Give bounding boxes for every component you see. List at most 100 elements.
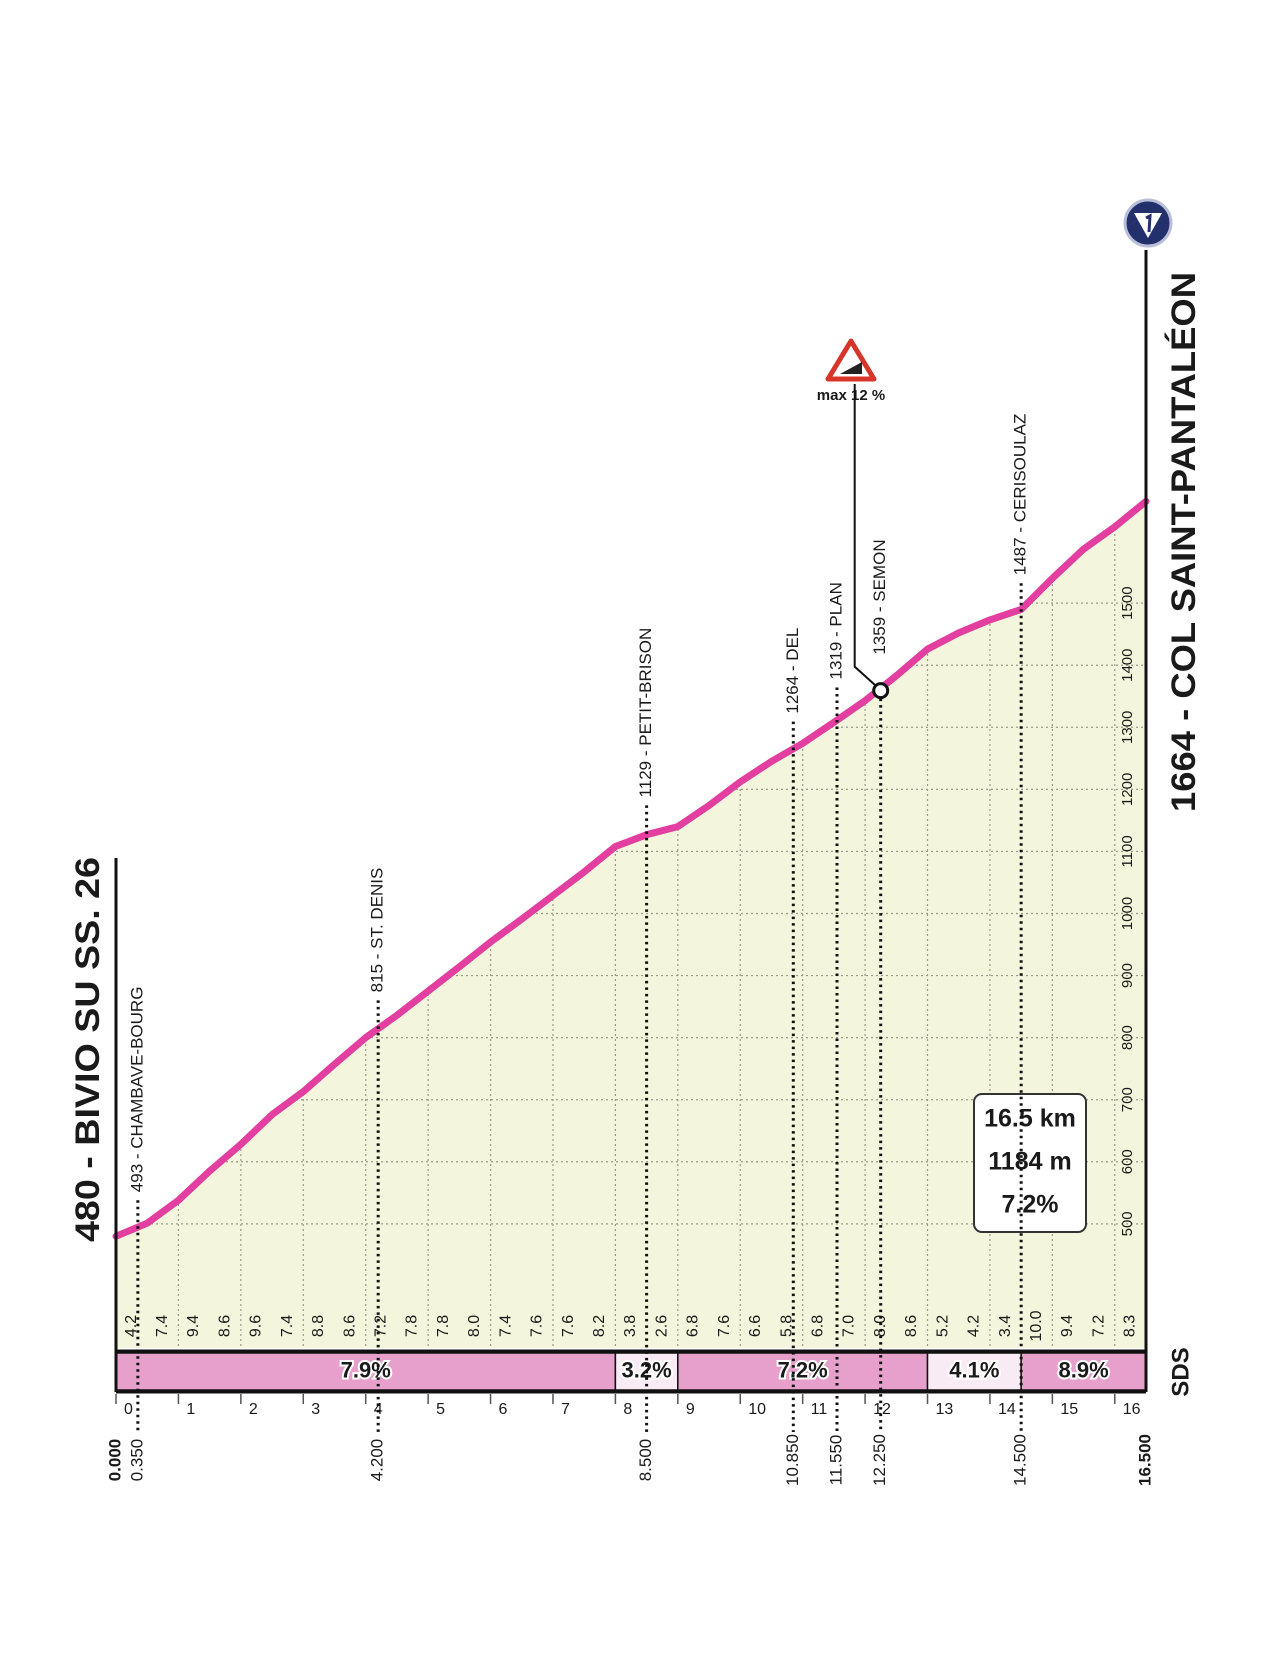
x-tick-label: 7 (561, 1401, 570, 1418)
x-tick-label: 13 (936, 1401, 954, 1418)
waypoint-marker (872, 682, 890, 700)
distance-label: 12.250 (870, 1434, 889, 1486)
segment-gradient: 6.6 (747, 1315, 764, 1337)
x-tick-label: 0 (124, 1401, 133, 1418)
stats-climb: 1184 m (988, 1148, 1071, 1176)
segment-gradient: 7.4 (497, 1315, 514, 1337)
segment-gradient: 7.6 (716, 1315, 733, 1337)
segment-gradient: 7.0 (841, 1315, 858, 1337)
segment-gradient: 3.4 (997, 1315, 1014, 1337)
section-gradient: 8.9% (1058, 1357, 1108, 1382)
warning-triangle (825, 338, 877, 382)
section-gradient: 3.2% (622, 1357, 672, 1382)
distance-label: 10.850 (783, 1434, 802, 1486)
finish-icon-glyph (1145, 213, 1152, 233)
segment-gradient: 8.6 (341, 1315, 358, 1337)
waypoint-label: 493 - CHAMBAVE-BOURG (127, 987, 146, 1193)
y-tick-label: 800 (1119, 1025, 1136, 1050)
profile-area (116, 501, 1146, 1348)
y-tick-label: 1400 (1119, 649, 1136, 682)
y-tick-label: 1200 (1119, 773, 1136, 806)
y-tick-label: 1500 (1119, 586, 1136, 619)
x-tick-label: 12 (873, 1401, 891, 1418)
segment-gradient: 7.8 (404, 1315, 421, 1337)
max-gradient-icon (825, 338, 877, 382)
segment-gradient: 8.6 (903, 1315, 920, 1337)
distance-label: 11.550 (826, 1435, 845, 1486)
segment-gradient: 6.8 (809, 1315, 826, 1337)
segment-gradient: 2.6 (653, 1315, 670, 1337)
x-tick-label: 10 (748, 1401, 766, 1418)
segment-gradient: 8.0 (466, 1315, 483, 1337)
segment-gradient: 8.8 (310, 1315, 327, 1337)
segment-gradient: 7.2 (1090, 1315, 1107, 1337)
segment-gradient: 7.8 (435, 1315, 452, 1337)
stats-distance: 16.5 km (984, 1105, 1076, 1133)
logo: SDS (1167, 1347, 1194, 1396)
x-tick-label: 11 (811, 1401, 828, 1418)
segment-gradient: 7.6 (529, 1315, 546, 1337)
max-gradient: max 12 % (817, 387, 885, 404)
finish-label: 1664 - COL SAINT-PANTALÉON (1165, 272, 1203, 812)
segment-gradient: 7.2 (373, 1315, 390, 1337)
segment-gradient: 4.2 (123, 1315, 140, 1337)
x-tick-label: 16 (1123, 1401, 1141, 1418)
waypoint-label: 1129 - PETIT-BRISON (636, 628, 655, 798)
section-bar (1020, 1352, 1147, 1391)
y-tick-label: 700 (1119, 1087, 1136, 1112)
segment-gradient: 7.6 (560, 1315, 577, 1337)
distance-label: 8.500 (636, 1439, 655, 1482)
x-tick-label: 5 (436, 1401, 445, 1418)
warning-slope (840, 362, 862, 374)
section-gradient: 7.2% (778, 1357, 828, 1382)
section-bar (677, 1352, 929, 1391)
x-tick-label: 15 (1060, 1401, 1078, 1418)
x-tick-label: 1 (186, 1401, 195, 1418)
distance-label: 14.500 (1011, 1434, 1030, 1486)
y-tick-label: 500 (1119, 1211, 1136, 1236)
segment-gradient: 8.0 (872, 1315, 889, 1337)
y-tick-label: 600 (1119, 1149, 1136, 1174)
segment-gradient: 8.3 (1122, 1315, 1139, 1337)
distance-label: 0.350 (127, 1439, 146, 1482)
distance-label: 16.500 (1135, 1434, 1154, 1486)
segment-gradient: 6.8 (685, 1315, 702, 1337)
segment-gradient: 8.6 (216, 1315, 233, 1337)
x-tick-label: 6 (499, 1401, 508, 1418)
segment-gradient: 3.8 (622, 1315, 639, 1337)
segment-gradient: 5.2 (934, 1315, 951, 1337)
x-tick-label: 14 (998, 1401, 1016, 1418)
segment-gradient: 9.6 (248, 1315, 265, 1337)
x-tick-label: 4 (374, 1401, 383, 1418)
waypoint-label: 815 - ST. DENIS (368, 868, 387, 993)
start-label: 480 - BIVIO SU SS. 26 (69, 857, 107, 1242)
x-tick-label: 8 (623, 1401, 632, 1418)
segment-gradient: 4.2 (966, 1315, 983, 1337)
waypoint-label: 1319 - PLAN (826, 582, 845, 679)
stats-box (973, 1093, 1087, 1233)
segment-gradient: 7.4 (154, 1315, 171, 1337)
section-gradient: 4.1% (949, 1357, 999, 1382)
segment-gradient: 8.2 (591, 1315, 608, 1337)
segment-gradient: 9.4 (1059, 1315, 1076, 1337)
waypoint-label: 1359 - SEMON (870, 539, 889, 654)
segment-gradient: 10.0 (1028, 1310, 1045, 1341)
segment-gradient: 9.4 (185, 1315, 202, 1337)
section-gradient: 7.9% (341, 1357, 391, 1382)
waypoint-label: 1487 - CERISOULAZ (1011, 414, 1030, 576)
y-tick-label: 1000 (1119, 897, 1136, 930)
distance-label: 4.200 (368, 1439, 387, 1482)
y-tick-label: 1300 (1119, 711, 1136, 744)
distance-label: 0.000 (105, 1439, 124, 1482)
y-tick-label: 1100 (1119, 835, 1136, 867)
max-gradient-pointer (853, 384, 877, 687)
profile-line (112, 497, 1150, 1240)
segment-gradient: 7.4 (279, 1315, 296, 1337)
finish-icon (1123, 198, 1173, 248)
waypoint-label: 1264 - DEL (783, 628, 802, 714)
stats-gradient: 7.2% (1002, 1191, 1059, 1219)
x-tick-label: 3 (311, 1401, 320, 1418)
segment-gradient: 5.8 (778, 1315, 795, 1337)
